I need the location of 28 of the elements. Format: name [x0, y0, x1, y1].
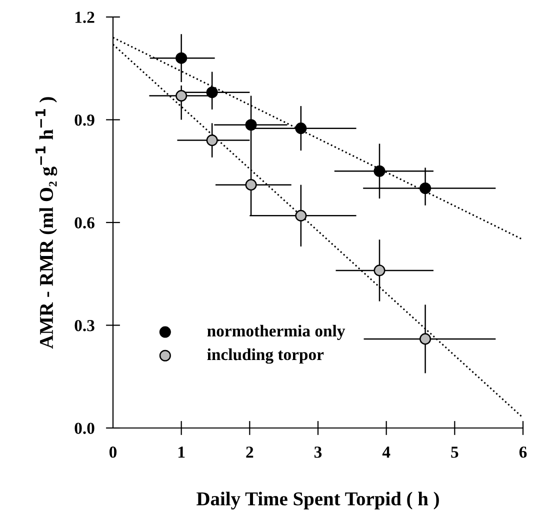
y-tick-label: 0.3: [74, 320, 94, 332]
y-tick-label: 1.2: [75, 12, 94, 24]
point: [295, 210, 307, 222]
y-axis-title: AMR - RMR (ml O₂ g$^{−1}$ h$^{−1}$ ): [35, 97, 58, 349]
point: [176, 90, 188, 102]
point: [245, 119, 257, 131]
legend-label: normothermia only: [207, 324, 346, 340]
x-tick-label: 2: [246, 446, 254, 458]
point: [420, 333, 432, 345]
y-tick-label: 0.0: [74, 422, 94, 434]
y-tick-label: 0.6: [74, 217, 94, 229]
legend-label: including torpor: [207, 348, 324, 364]
x-tick-label: 0: [109, 446, 117, 458]
x-tick-label: 1: [178, 446, 185, 458]
x-axis-title: Daily Time Spent Torpid ( h ): [196, 492, 439, 510]
point: [245, 179, 257, 191]
point: [420, 182, 432, 194]
x-tick-label: 5: [451, 446, 458, 458]
x-tick-label: 4: [382, 446, 390, 458]
point: [374, 165, 386, 177]
x-tick-label: 3: [314, 446, 322, 458]
point: [206, 134, 218, 146]
point: [374, 264, 386, 276]
y-tick-label: 0.9: [74, 114, 94, 126]
point: [176, 52, 188, 64]
x-tick-label: 6: [519, 446, 527, 458]
point: [295, 122, 307, 134]
point: [206, 86, 218, 98]
